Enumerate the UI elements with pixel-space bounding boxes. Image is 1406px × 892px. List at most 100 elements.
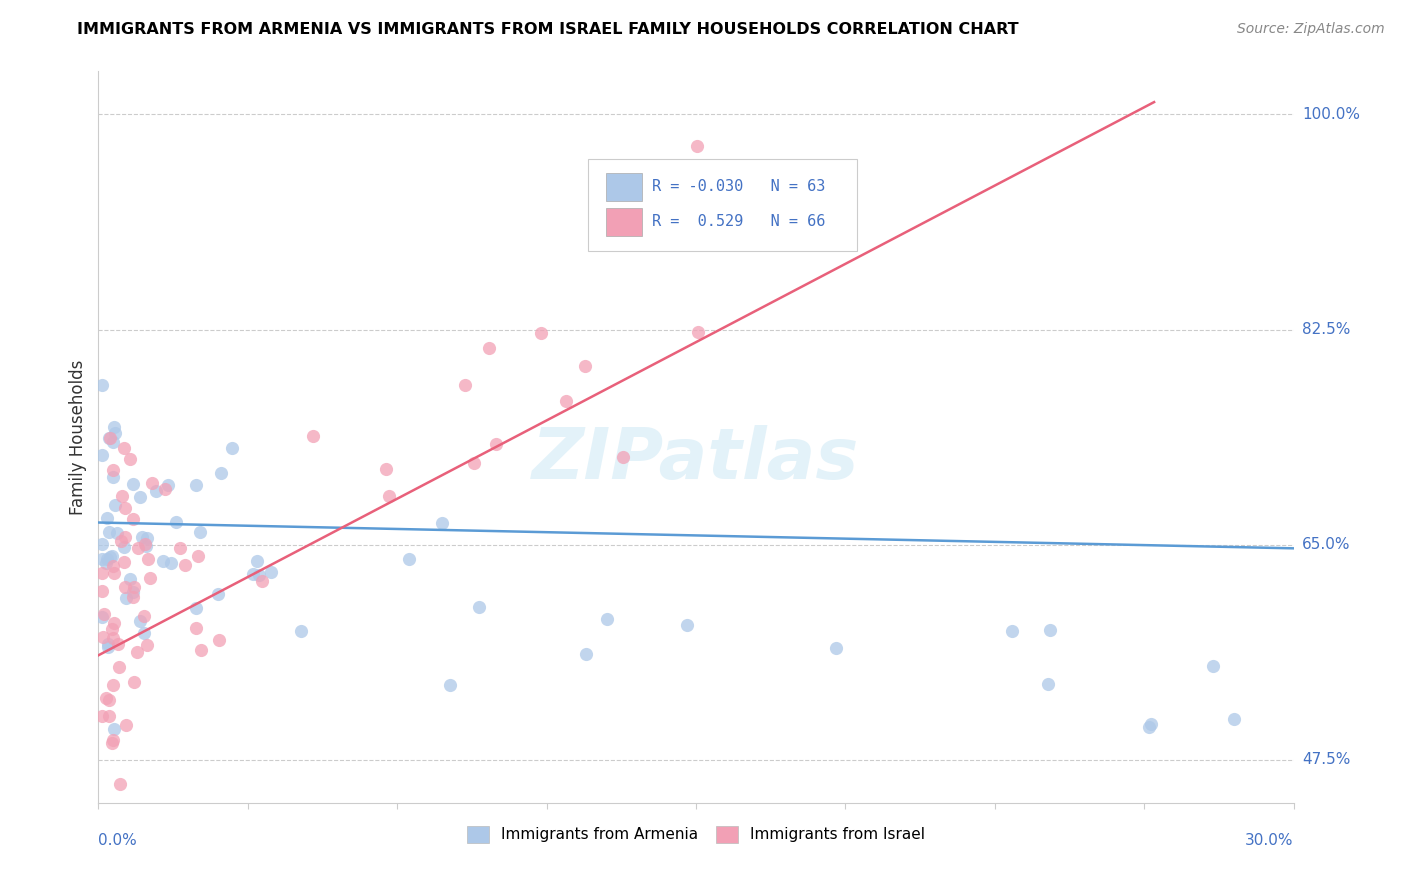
- Point: [136, 531, 159, 545]
- Point: [91, 377, 114, 392]
- Point: [186, 621, 208, 635]
- Bar: [606, 208, 643, 235]
- Point: [1140, 717, 1163, 731]
- Point: [260, 565, 283, 579]
- Point: [1039, 623, 1062, 637]
- Point: [122, 590, 145, 604]
- Point: [114, 530, 136, 544]
- Point: [104, 498, 127, 512]
- Text: 65.0%: 65.0%: [1302, 537, 1350, 552]
- Point: [152, 554, 174, 568]
- Point: [134, 536, 156, 550]
- Point: [98, 525, 121, 540]
- Point: [188, 525, 211, 540]
- Point: [101, 470, 124, 484]
- Point: [122, 512, 145, 526]
- Point: [91, 610, 114, 624]
- Text: ZIPatlas: ZIPatlas: [533, 425, 859, 493]
- Point: [432, 516, 454, 531]
- Point: [207, 587, 229, 601]
- Point: [187, 549, 209, 564]
- Point: [454, 377, 477, 392]
- Point: [159, 556, 181, 570]
- Point: [91, 537, 114, 551]
- Point: [108, 777, 131, 791]
- Point: [100, 549, 122, 564]
- Point: [97, 640, 120, 654]
- Point: [124, 580, 146, 594]
- Point: [110, 534, 132, 549]
- Point: [246, 554, 269, 568]
- Point: [302, 428, 325, 442]
- Point: [145, 483, 167, 498]
- Point: [91, 631, 114, 645]
- Point: [91, 552, 114, 566]
- Point: [101, 559, 124, 574]
- Point: [555, 394, 578, 409]
- Point: [96, 551, 118, 566]
- Point: [114, 501, 136, 516]
- Legend: Immigrants from Armenia, Immigrants from Israel: Immigrants from Armenia, Immigrants from…: [467, 826, 925, 843]
- Point: [156, 477, 179, 491]
- Point: [94, 557, 117, 571]
- Point: [165, 515, 187, 529]
- Point: [103, 434, 125, 449]
- Point: [153, 482, 176, 496]
- Point: [103, 632, 125, 646]
- Point: [250, 574, 273, 588]
- Point: [91, 566, 114, 580]
- Point: [91, 709, 114, 723]
- Point: [377, 489, 399, 503]
- Point: [131, 530, 153, 544]
- Point: [612, 450, 634, 464]
- Point: [825, 640, 848, 655]
- Point: [91, 583, 114, 598]
- Point: [247, 568, 270, 582]
- Point: [132, 625, 155, 640]
- Point: [105, 526, 128, 541]
- Point: [98, 431, 121, 445]
- Point: [127, 541, 149, 556]
- Point: [485, 436, 508, 450]
- Text: 30.0%: 30.0%: [1246, 833, 1294, 848]
- Point: [103, 566, 125, 580]
- Point: [100, 736, 122, 750]
- Point: [596, 612, 619, 626]
- Point: [221, 441, 243, 455]
- Point: [173, 558, 195, 572]
- Point: [190, 643, 212, 657]
- Point: [672, 226, 695, 240]
- Bar: [606, 173, 643, 201]
- Point: [112, 441, 135, 455]
- Point: [97, 637, 120, 651]
- Point: [127, 645, 149, 659]
- Point: [184, 478, 207, 492]
- Point: [688, 326, 710, 340]
- Point: [101, 732, 124, 747]
- Point: [101, 677, 124, 691]
- Point: [103, 722, 125, 736]
- Point: [128, 490, 150, 504]
- Point: [136, 551, 159, 566]
- Point: [468, 600, 491, 615]
- Point: [96, 510, 118, 524]
- Point: [91, 448, 114, 462]
- Text: 100.0%: 100.0%: [1302, 107, 1360, 122]
- Point: [103, 615, 125, 630]
- Point: [676, 618, 699, 632]
- Point: [111, 490, 134, 504]
- Text: 0.0%: 0.0%: [98, 833, 138, 848]
- Point: [686, 138, 709, 153]
- Point: [723, 190, 745, 204]
- Point: [101, 622, 124, 636]
- Point: [574, 359, 596, 373]
- Point: [463, 457, 485, 471]
- Point: [186, 601, 208, 615]
- Point: [118, 451, 141, 466]
- Point: [439, 677, 461, 691]
- Point: [1001, 624, 1024, 639]
- Point: [242, 566, 264, 581]
- Point: [112, 555, 135, 569]
- Point: [141, 475, 163, 490]
- Point: [478, 341, 501, 355]
